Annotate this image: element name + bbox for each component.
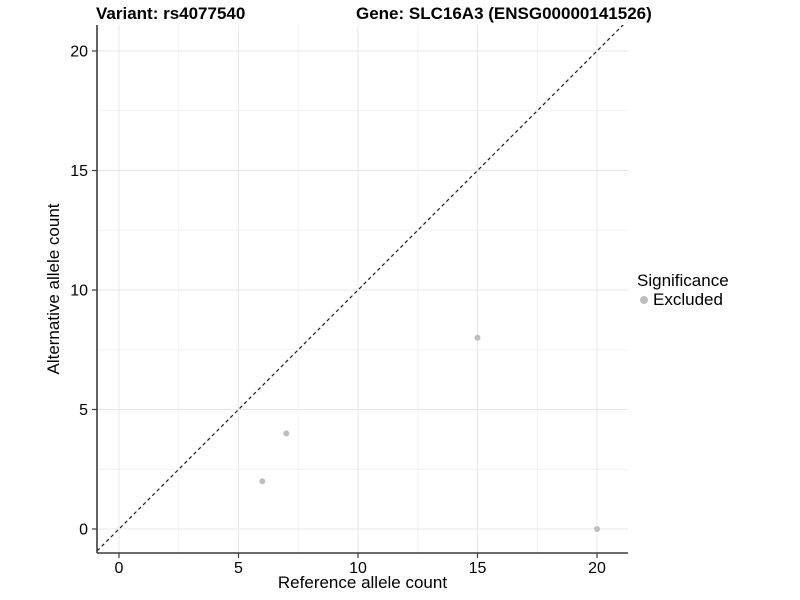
y-tick-label: 5 <box>79 402 88 419</box>
data-point <box>594 526 600 532</box>
y-tick-label: 0 <box>79 522 88 539</box>
gene-title: Gene: SLC16A3 (ENSG00000141526) <box>356 4 652 23</box>
x-tick-label: 15 <box>469 560 487 577</box>
legend-title: Significance <box>637 271 729 290</box>
y-tick-label: 10 <box>70 283 88 300</box>
x-tick-label: 20 <box>588 560 606 577</box>
y-tick-label: 20 <box>70 44 88 61</box>
x-tick-label: 5 <box>234 560 243 577</box>
data-point <box>283 430 290 437</box>
legend: Significance Excluded <box>637 271 729 309</box>
legend-entry-label: Excluded <box>653 290 723 309</box>
data-point <box>474 334 481 341</box>
x-tick-label: 10 <box>349 560 367 577</box>
y-axis-title: Alternative allele count <box>44 203 63 375</box>
data-point <box>259 478 266 485</box>
x-axis-title: Reference allele count <box>277 573 448 592</box>
y-tick-label: 15 <box>70 163 88 180</box>
legend-point-icon <box>640 296 648 304</box>
identity-line <box>97 25 624 552</box>
legend-entry-excluded: Excluded <box>640 291 729 309</box>
x-tick-label: 0 <box>115 560 124 577</box>
variant-title: Variant: rs4077540 <box>96 4 246 23</box>
